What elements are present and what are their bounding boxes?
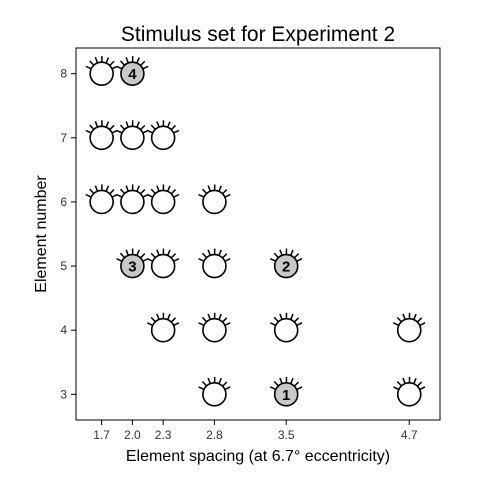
stimulus-point xyxy=(393,312,426,343)
y-tick-label: 7 xyxy=(60,131,67,145)
stimulus-point xyxy=(146,312,180,343)
stimulus-point xyxy=(393,376,426,407)
point-number-label: 3 xyxy=(128,259,136,276)
stimulus-point xyxy=(198,184,231,215)
highlighted-stimulus-point: 1 xyxy=(270,376,303,407)
y-tick-label: 3 xyxy=(60,387,67,401)
stimulus-point xyxy=(85,120,118,151)
x-tick-label: 1.7 xyxy=(93,428,110,442)
data-points: 4 3 2 1 xyxy=(85,56,426,407)
point-number-label: 1 xyxy=(282,387,290,404)
highlighted-stimulus-point: 2 xyxy=(270,248,303,279)
point-number-label: 2 xyxy=(282,259,290,276)
stimulus-point xyxy=(85,56,118,86)
y-tick-label: 4 xyxy=(60,323,67,337)
y-tick-label: 8 xyxy=(60,67,67,81)
stimulus-point xyxy=(270,312,303,343)
highlighted-stimulus-point: 3 xyxy=(116,248,149,279)
x-tick-label: 4.7 xyxy=(401,428,418,442)
chart-title: Stimulus set for Experiment 2 xyxy=(121,23,395,46)
x-tick-label: 3.5 xyxy=(278,428,295,442)
y-tick-label: 6 xyxy=(60,195,67,209)
stimulus-point xyxy=(198,312,231,343)
stimulus-point xyxy=(198,248,231,279)
stimulus-point xyxy=(198,376,231,407)
x-axis-label: Element spacing (at 6.7° eccentricity) xyxy=(126,448,390,465)
y-axis-ticks: 3 4 5 6 7 8 xyxy=(60,67,76,401)
stimulus-point xyxy=(146,184,180,215)
stimulus-point xyxy=(85,184,118,215)
x-tick-label: 2.3 xyxy=(155,428,172,442)
stimulus-point xyxy=(146,120,180,151)
stimulus-point xyxy=(146,248,180,279)
stimulus-point xyxy=(116,184,149,215)
highlighted-stimulus-point: 4 xyxy=(116,56,149,86)
x-tick-label: 2.8 xyxy=(206,428,223,442)
x-axis-ticks: 1.7 2.0 2.3 2.8 3.5 4.7 xyxy=(93,420,418,442)
x-tick-label: 2.0 xyxy=(124,428,141,442)
plot-panel xyxy=(75,47,441,421)
point-number-label: 4 xyxy=(128,66,137,83)
y-tick-label: 5 xyxy=(60,259,67,273)
stimulus-point xyxy=(116,120,149,151)
y-axis-label: Element number xyxy=(33,175,50,293)
